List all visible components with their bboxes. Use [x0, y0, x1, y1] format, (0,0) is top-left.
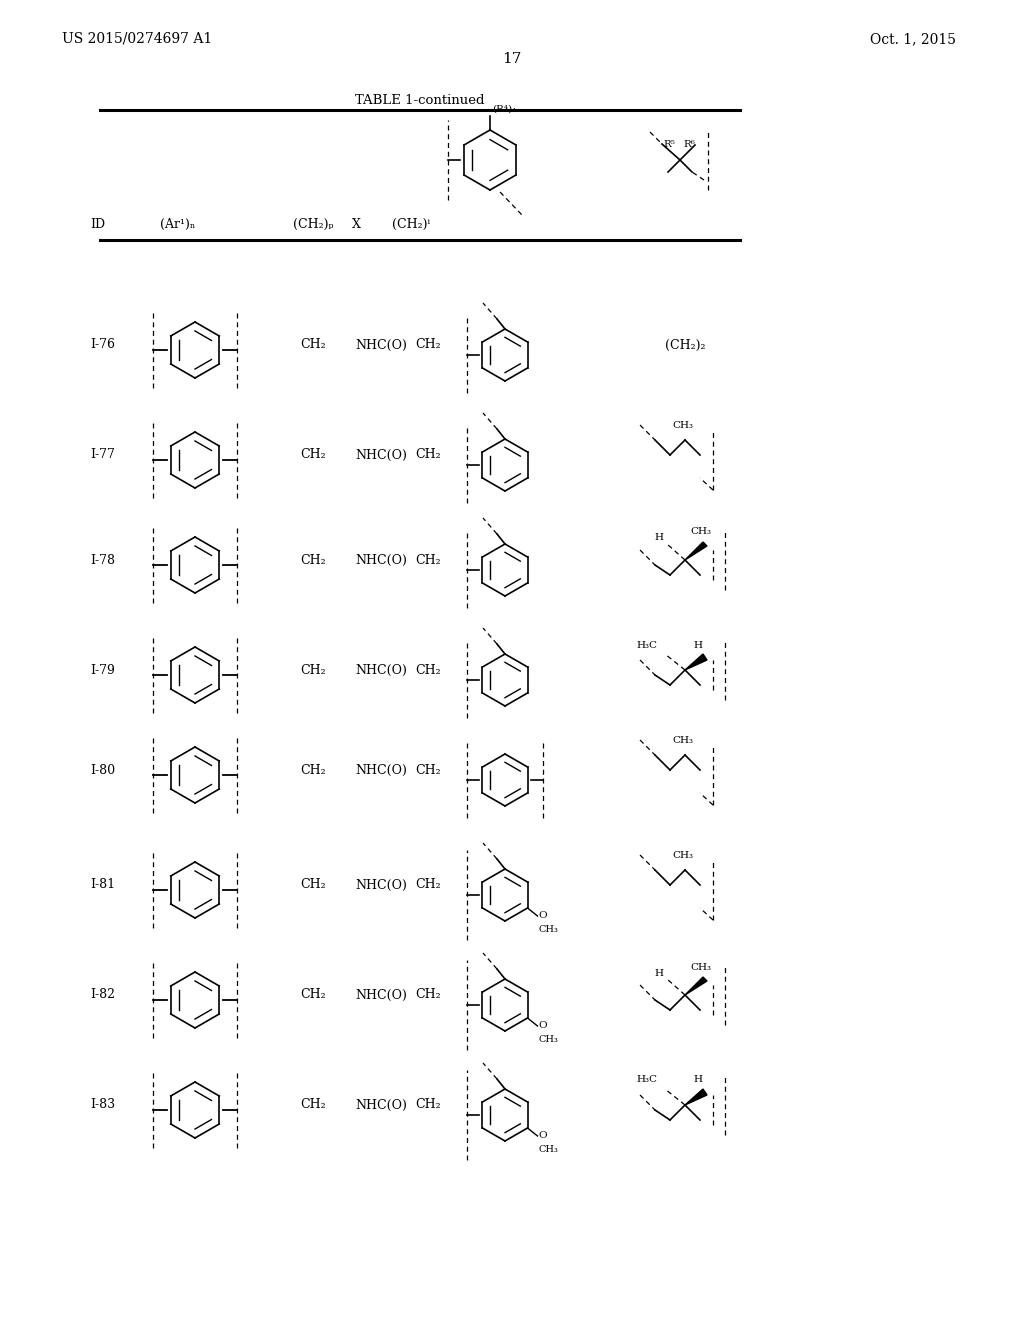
- Text: 17: 17: [503, 51, 521, 66]
- Text: O: O: [539, 912, 547, 920]
- Text: CH₂: CH₂: [300, 449, 326, 462]
- Text: CH₂: CH₂: [300, 1098, 326, 1111]
- Text: H: H: [654, 969, 663, 978]
- Text: Oct. 1, 2015: Oct. 1, 2015: [870, 32, 956, 46]
- Polygon shape: [685, 977, 707, 995]
- Text: I-80: I-80: [90, 763, 115, 776]
- Text: CH₃: CH₃: [539, 1146, 558, 1155]
- Text: NHC(O): NHC(O): [355, 989, 407, 1002]
- Text: R⁵: R⁵: [663, 140, 675, 149]
- Text: (CH₂)ₚ: (CH₂)ₚ: [293, 218, 334, 231]
- Polygon shape: [685, 1089, 707, 1105]
- Text: H: H: [654, 533, 663, 543]
- Text: I-79: I-79: [90, 664, 115, 676]
- Text: I-82: I-82: [90, 989, 115, 1002]
- Text: (Ar¹)ₙ: (Ar¹)ₙ: [160, 218, 196, 231]
- Text: O: O: [539, 1022, 547, 1031]
- Text: R⁶: R⁶: [683, 140, 695, 149]
- Text: CH₃: CH₃: [690, 528, 711, 536]
- Text: CH₂: CH₂: [300, 879, 326, 891]
- Text: CH₂: CH₂: [300, 763, 326, 776]
- Text: X: X: [352, 218, 360, 231]
- Text: TABLE 1-continued: TABLE 1-continued: [355, 94, 484, 107]
- Text: CH₂: CH₂: [415, 763, 440, 776]
- Text: H₃C: H₃C: [636, 1076, 657, 1085]
- Text: NHC(O): NHC(O): [355, 763, 407, 776]
- Text: I-83: I-83: [90, 1098, 115, 1111]
- Text: CH₂: CH₂: [415, 664, 440, 676]
- Text: CH₂: CH₂: [415, 879, 440, 891]
- Text: CH₃: CH₃: [673, 851, 693, 861]
- Text: NHC(O): NHC(O): [355, 1098, 407, 1111]
- Text: I-76: I-76: [90, 338, 115, 351]
- Text: H: H: [693, 640, 702, 649]
- Text: O: O: [539, 1131, 547, 1140]
- Text: NHC(O): NHC(O): [355, 338, 407, 351]
- Text: CH₂: CH₂: [415, 449, 440, 462]
- Text: CH₂: CH₂: [415, 1098, 440, 1111]
- Text: CH₂: CH₂: [415, 989, 440, 1002]
- Text: H: H: [693, 1076, 702, 1085]
- Text: CH₃: CH₃: [690, 962, 711, 972]
- Text: CH₂: CH₂: [415, 338, 440, 351]
- Text: CH₃: CH₃: [673, 421, 693, 430]
- Text: CH₂: CH₂: [415, 553, 440, 566]
- Text: NHC(O): NHC(O): [355, 553, 407, 566]
- Text: CH₃: CH₃: [539, 925, 558, 935]
- Text: CH₂: CH₂: [300, 338, 326, 351]
- Text: H₃C: H₃C: [636, 640, 657, 649]
- Text: NHC(O): NHC(O): [355, 449, 407, 462]
- Polygon shape: [685, 653, 707, 671]
- Text: CH₂: CH₂: [300, 989, 326, 1002]
- Text: CH₃: CH₃: [539, 1035, 558, 1044]
- Text: I-77: I-77: [90, 449, 115, 462]
- Text: US 2015/0274697 A1: US 2015/0274697 A1: [62, 32, 212, 46]
- Text: CH₃: CH₃: [673, 737, 693, 744]
- Text: CH₂: CH₂: [300, 664, 326, 676]
- Text: (CH₂)₂: (CH₂)₂: [665, 338, 706, 351]
- Text: I-81: I-81: [90, 879, 115, 891]
- Text: NHC(O): NHC(O): [355, 664, 407, 676]
- Polygon shape: [685, 543, 707, 560]
- Text: NHC(O): NHC(O): [355, 879, 407, 891]
- Text: ID: ID: [90, 218, 105, 231]
- Text: CH₂: CH₂: [300, 553, 326, 566]
- Text: (CH₂)ⁱ: (CH₂)ⁱ: [392, 218, 430, 231]
- Text: (R⁴)₄: (R⁴)₄: [492, 106, 516, 114]
- Text: I-78: I-78: [90, 553, 115, 566]
